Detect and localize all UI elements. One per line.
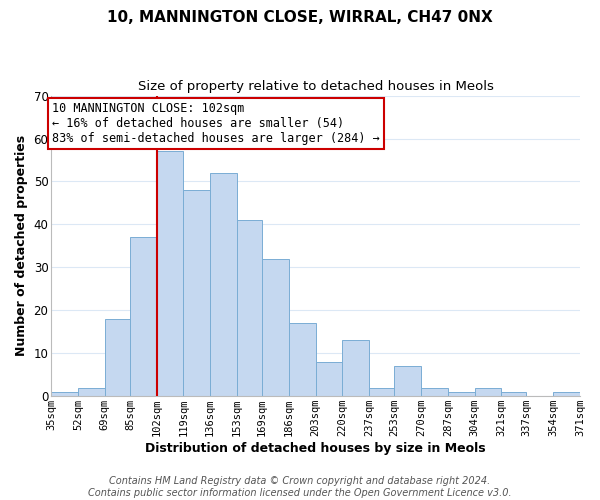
Bar: [78, 388, 105, 396]
Bar: [289, 323, 316, 396]
Text: Contains HM Land Registry data © Crown copyright and database right 2024.
Contai: Contains HM Land Registry data © Crown c…: [88, 476, 512, 498]
Bar: [262, 258, 289, 396]
Bar: [316, 362, 343, 396]
Y-axis label: Number of detached properties: Number of detached properties: [15, 136, 28, 356]
Bar: [157, 152, 184, 396]
Bar: [130, 238, 157, 396]
Bar: [421, 388, 448, 396]
Text: 10 MANNINGTON CLOSE: 102sqm
← 16% of detached houses are smaller (54)
83% of sem: 10 MANNINGTON CLOSE: 102sqm ← 16% of det…: [52, 102, 380, 145]
Bar: [475, 388, 502, 396]
Bar: [448, 392, 475, 396]
Bar: [502, 392, 526, 396]
Bar: [553, 392, 580, 396]
Bar: [394, 366, 421, 396]
Title: Size of property relative to detached houses in Meols: Size of property relative to detached ho…: [137, 80, 494, 93]
Bar: [343, 340, 369, 396]
Text: 10, MANNINGTON CLOSE, WIRRAL, CH47 0NX: 10, MANNINGTON CLOSE, WIRRAL, CH47 0NX: [107, 10, 493, 25]
Bar: [184, 190, 210, 396]
Bar: [580, 392, 600, 396]
X-axis label: Distribution of detached houses by size in Meols: Distribution of detached houses by size …: [145, 442, 486, 455]
Bar: [51, 392, 78, 396]
Bar: [105, 319, 130, 396]
Bar: [210, 173, 237, 396]
Bar: [237, 220, 262, 396]
Bar: [369, 388, 394, 396]
